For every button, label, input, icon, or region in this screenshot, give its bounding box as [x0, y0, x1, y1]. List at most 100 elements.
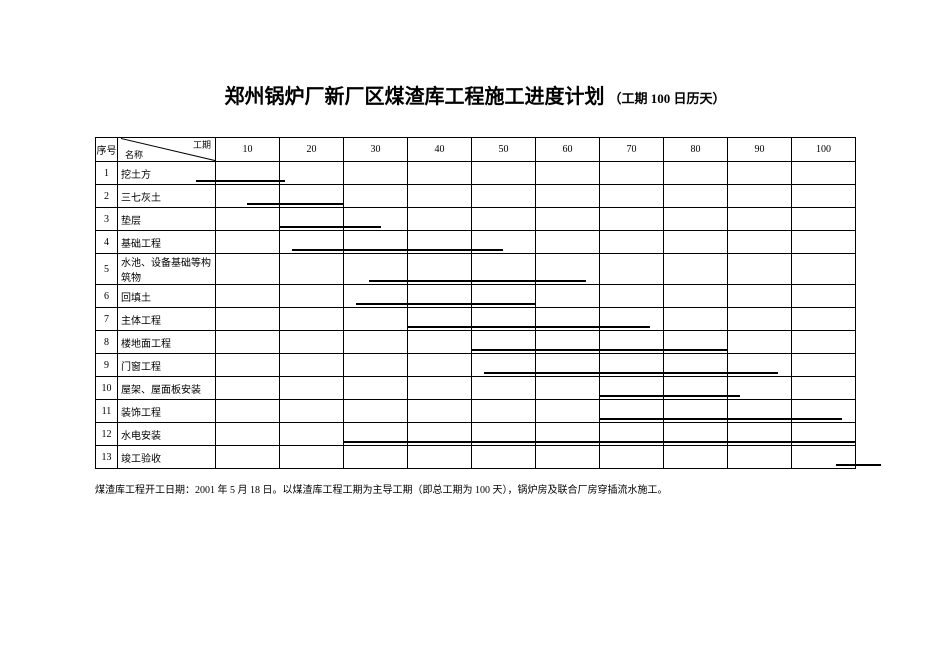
row-seq: 12: [96, 423, 118, 446]
header-tick: 20: [280, 138, 344, 162]
row-name: 挖土方: [118, 162, 216, 185]
cell: [664, 162, 728, 185]
cell: [664, 308, 728, 331]
cell: [536, 308, 600, 331]
row-name: 三七灰土: [118, 185, 216, 208]
row-seq: 2: [96, 185, 118, 208]
cell: [280, 231, 344, 254]
table-row: 1挖土方: [96, 162, 856, 185]
cell: [728, 308, 792, 331]
cell: [728, 231, 792, 254]
cell: [280, 254, 344, 285]
cell: [792, 162, 856, 185]
table-row: 2三七灰土: [96, 185, 856, 208]
cell: [408, 231, 472, 254]
cell: [792, 354, 856, 377]
cell: [408, 185, 472, 208]
row-seq: 11: [96, 400, 118, 423]
cell: [344, 285, 408, 308]
row-name: 屋架、屋面板安装: [118, 377, 216, 400]
cell: [280, 377, 344, 400]
row-name: 基础工程: [118, 231, 216, 254]
cell: [728, 285, 792, 308]
table-row: 3垫层: [96, 208, 856, 231]
cell: [664, 446, 728, 469]
cell: [472, 331, 536, 354]
cell: [408, 162, 472, 185]
cell: [792, 254, 856, 285]
cell: [472, 231, 536, 254]
cell: [280, 400, 344, 423]
cell: [216, 208, 280, 231]
cell: [600, 377, 664, 400]
cell: [600, 446, 664, 469]
cell: [216, 331, 280, 354]
cell: [216, 400, 280, 423]
cell: [280, 185, 344, 208]
table-row: 9门窗工程: [96, 354, 856, 377]
cell: [344, 400, 408, 423]
cell: [536, 285, 600, 308]
table-row: 6回填土: [96, 285, 856, 308]
cell: [792, 208, 856, 231]
row-name: 水池、设备基础等构筑物: [118, 254, 216, 285]
cell: [472, 185, 536, 208]
row-seq: 8: [96, 331, 118, 354]
cell: [664, 254, 728, 285]
cell: [344, 308, 408, 331]
cell: [536, 423, 600, 446]
cell: [472, 423, 536, 446]
cell: [600, 423, 664, 446]
cell: [344, 185, 408, 208]
cell: [728, 185, 792, 208]
cell: [600, 254, 664, 285]
cell: [792, 231, 856, 254]
row-seq: 5: [96, 254, 118, 285]
cell: [600, 208, 664, 231]
cell: [664, 285, 728, 308]
row-seq: 9: [96, 354, 118, 377]
page-title: 郑州锅炉厂新厂区煤渣库工程施工进度计划 （工期 100 日历天）: [60, 80, 890, 109]
cell: [280, 308, 344, 331]
cell: [344, 331, 408, 354]
cell: [280, 423, 344, 446]
header-tick: 30: [344, 138, 408, 162]
row-name: 垫层: [118, 208, 216, 231]
cell: [344, 162, 408, 185]
table-row: 13竣工验收: [96, 446, 856, 469]
cell: [664, 208, 728, 231]
cell: [408, 308, 472, 331]
cell: [216, 446, 280, 469]
table-row: 8楼地面工程: [96, 331, 856, 354]
cell: [600, 285, 664, 308]
row-name: 楼地面工程: [118, 331, 216, 354]
cell: [408, 285, 472, 308]
table-row: 7主体工程: [96, 308, 856, 331]
header-tick: 70: [600, 138, 664, 162]
cell: [664, 423, 728, 446]
cell: [664, 231, 728, 254]
cell: [792, 446, 856, 469]
cell: [472, 254, 536, 285]
cell: [408, 331, 472, 354]
cell: [728, 254, 792, 285]
cell: [280, 285, 344, 308]
row-seq: 7: [96, 308, 118, 331]
row-name: 门窗工程: [118, 354, 216, 377]
table-row: 4基础工程: [96, 231, 856, 254]
header-tick: 100: [792, 138, 856, 162]
row-name: 竣工验收: [118, 446, 216, 469]
cell: [664, 400, 728, 423]
row-seq: 13: [96, 446, 118, 469]
cell: [600, 354, 664, 377]
cell: [600, 185, 664, 208]
cell: [536, 377, 600, 400]
header-tick: 80: [664, 138, 728, 162]
row-seq: 10: [96, 377, 118, 400]
cell: [664, 377, 728, 400]
gantt-table: 序号 工期 名称 102030405060708090100 1挖土方2三七灰土…: [95, 137, 856, 469]
cell: [472, 446, 536, 469]
cell: [280, 162, 344, 185]
cell: [280, 208, 344, 231]
cell: [728, 331, 792, 354]
